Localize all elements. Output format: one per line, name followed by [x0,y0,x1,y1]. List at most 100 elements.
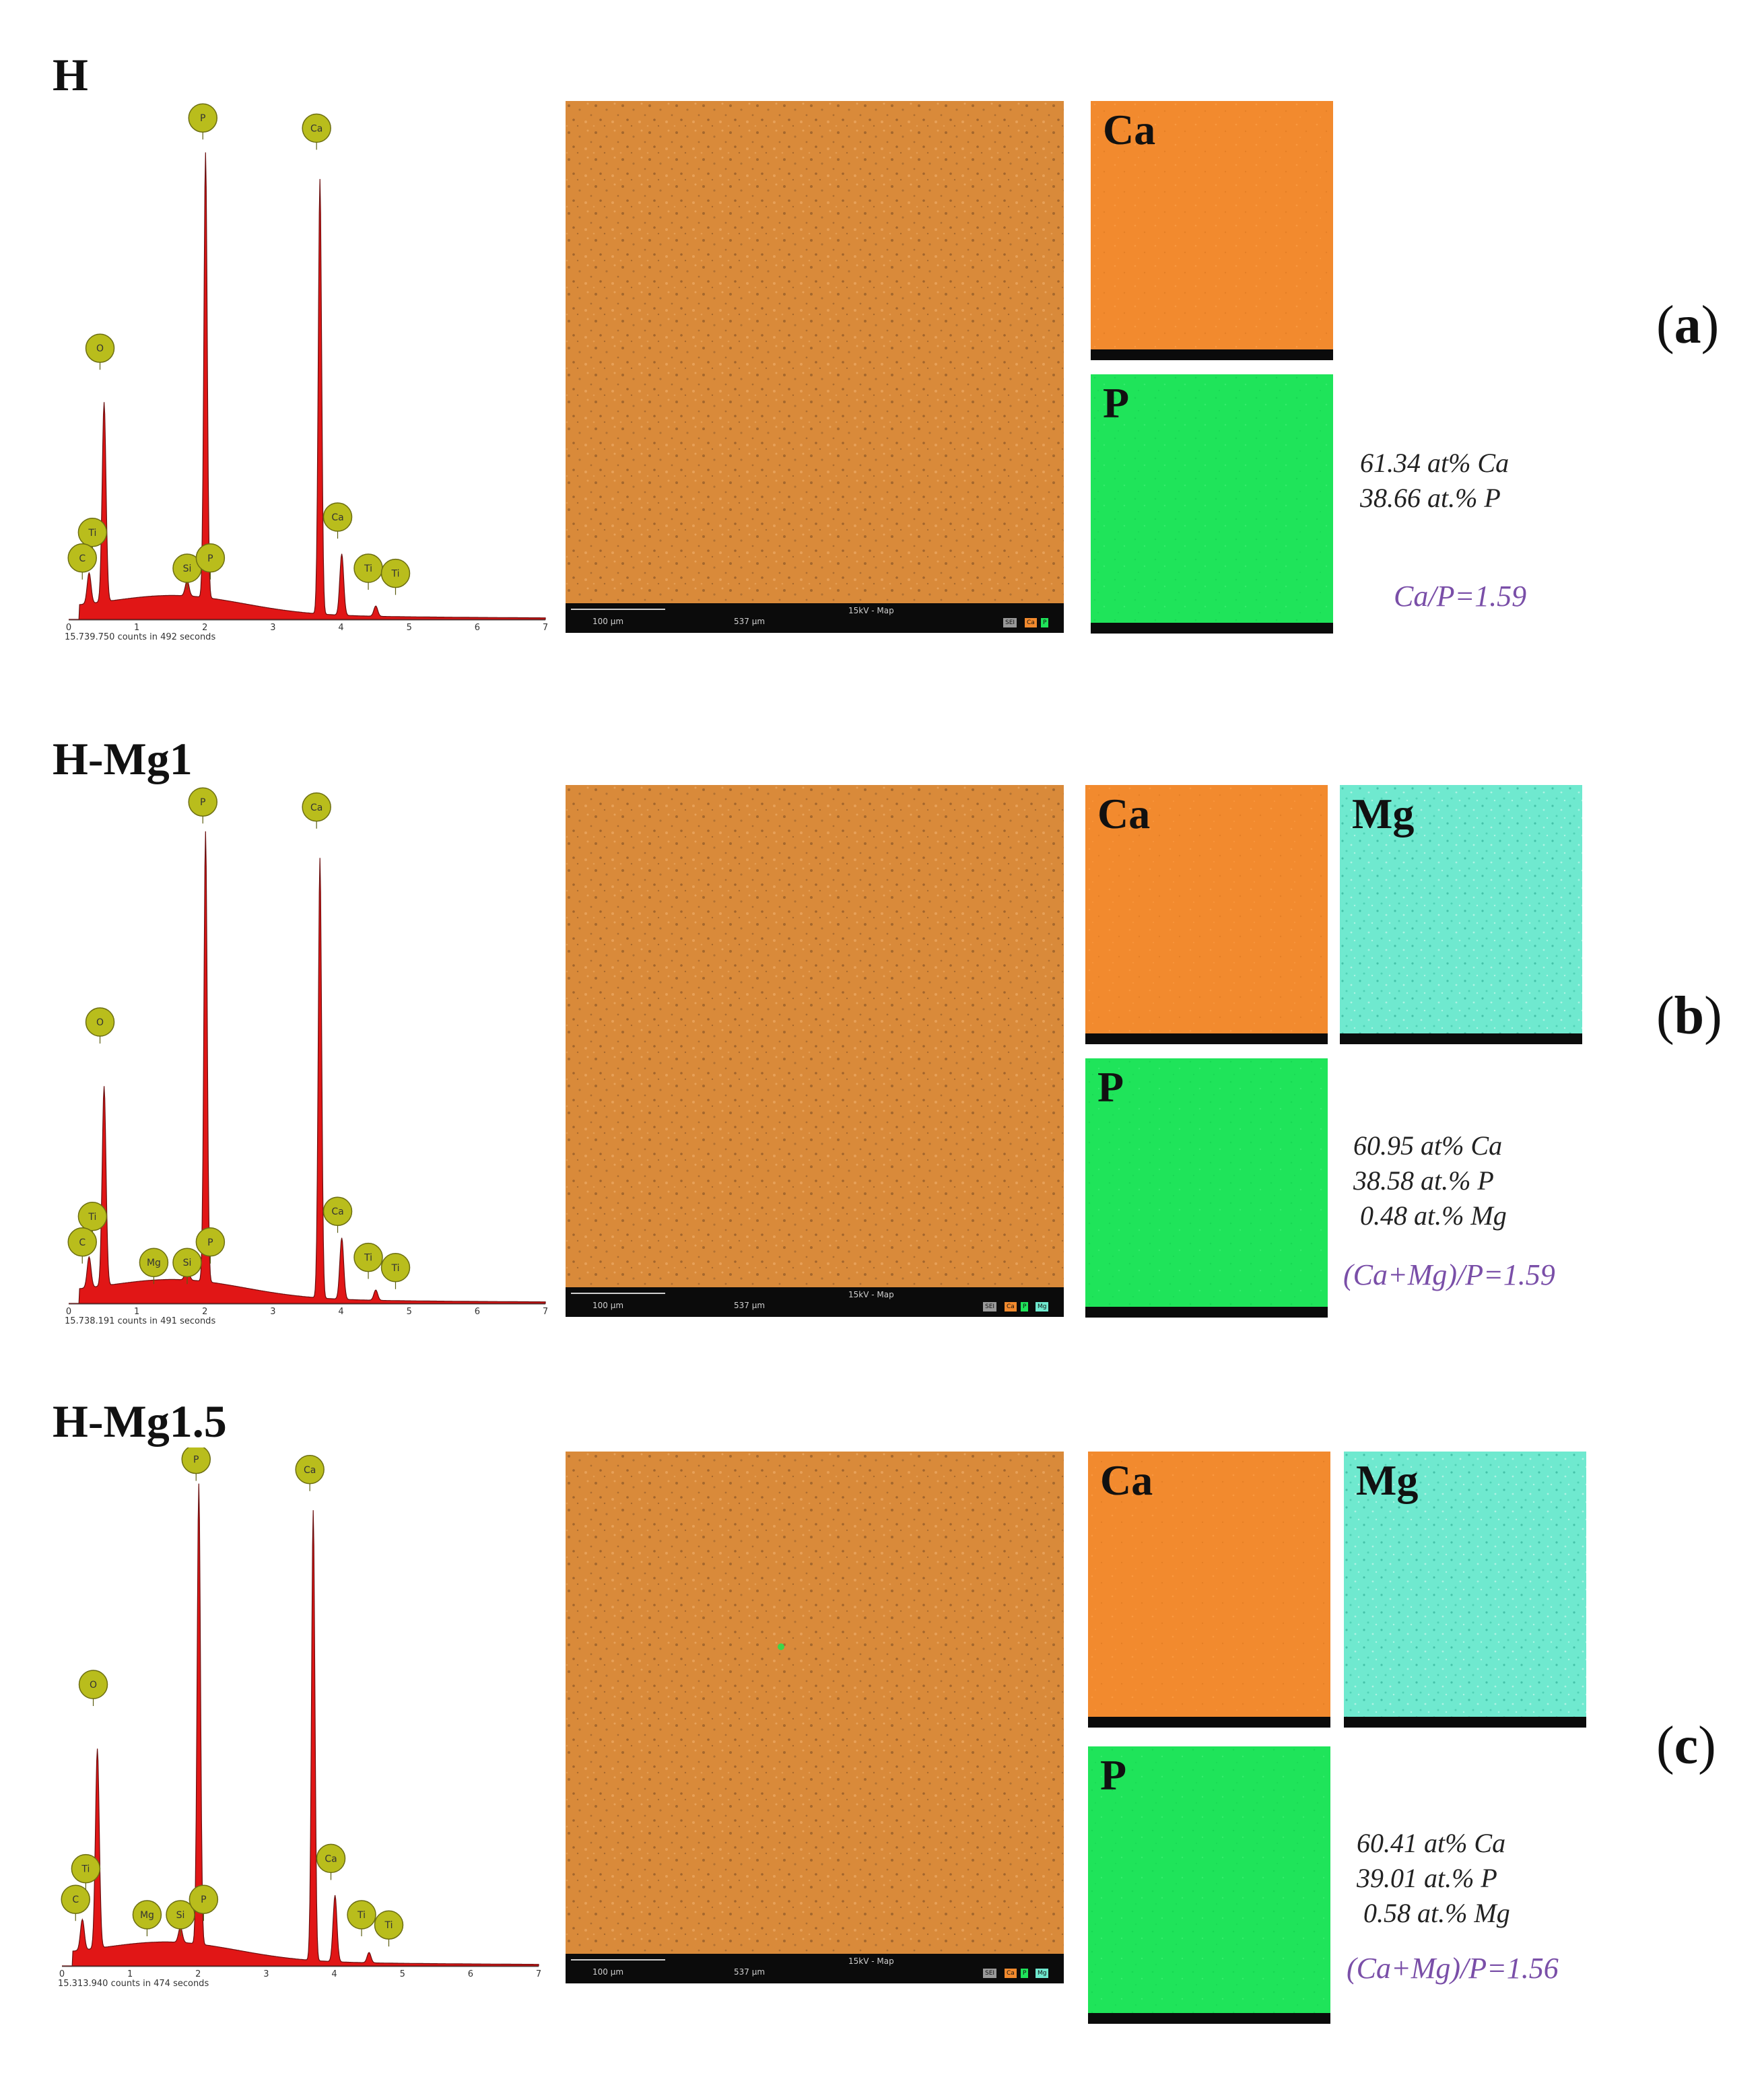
map-texture [1088,1452,1330,1728]
sem-info-bar: 100 µm 537 µm 15kV - Map SEI Ca P Mg [566,1287,1064,1317]
peak-marker [132,1900,162,1930]
peak-marker [380,1253,411,1283]
composition-text: 61.34 at% Ca 38.66 at.% P [1360,446,1509,516]
peak-marker [181,1447,211,1474]
x-tick-label: 1 [134,1307,139,1317]
x-tick-label: 1 [134,623,139,633]
x-tick-label: 7 [536,1969,541,1979]
map-label: P [1103,379,1130,427]
map-info-bar [1340,1033,1582,1044]
counts-caption: 15,313,940 counts in 474 seconds [58,1979,209,1986]
fov-label: 537 µm [734,1967,766,1977]
sem-image: 100 µm 537 µm 15kV - Map SEI Ca P Mg [566,1452,1064,1983]
peak-marker-label: O [96,343,104,354]
spectrum-area [62,1483,539,1967]
panel-c: H-Mg1.5 0 1 2 3 4 5 6 7 15,313,940 counts in 474… [0,1347,1764,2026]
sem-texture [566,101,1064,633]
scale-label: 100 µm [592,1967,624,1977]
map-label: Ca [1097,790,1151,838]
sem-image: 100 µm 537 µm 15kV - Map SEI Ca P [566,101,1064,633]
legend-chip: SEI [983,1302,997,1311]
x-tick-label: 3 [270,623,275,633]
peak-marker-label: Ti [81,1864,90,1875]
composition-line: 0.48 at.% Mg [1353,1200,1507,1231]
element-map-p: P [1085,1058,1328,1318]
peak-marker-label: Ti [391,569,399,580]
peak-marker-label: Ti [364,1253,372,1264]
composition-line: 0.58 at.% Mg [1357,1898,1510,1928]
legend-chip: P [1041,618,1049,627]
peak-marker-label: P [201,1895,206,1905]
legend-chip: Mg [1036,1969,1049,1978]
peak-marker [77,518,108,547]
peak-marker-label: Si [183,1258,192,1268]
composition-text: 60.95 at% Ca 38.58 at.% P 0.48 at.% Mg [1353,1128,1507,1233]
composition-line: 38.58 at.% P [1353,1165,1494,1196]
composition-text: 60.41 at% Ca 39.01 at.% P 0.58 at.% Mg [1357,1826,1510,1931]
sem-image: 100 µm 537 µm 15kV - Map SEI Ca P Mg [566,785,1064,1317]
peak-marker-label: Si [183,564,192,574]
peak-marker-label: P [207,1237,213,1248]
map-label: P [1097,1063,1124,1111]
peak-marker [374,1910,404,1940]
panel-letter: (b) [1656,986,1722,1046]
counts-caption: 15,739,750 counts in 492 seconds [65,632,215,640]
peak-marker-label: Ti [357,1910,366,1921]
x-tick-label: 2 [202,623,207,633]
x-tick-label: 5 [407,623,412,633]
eds-spectrum: 0 1 2 3 4 5 6 7 15,313,940 counts in 474 seconds… [58,1447,541,1986]
legend-chip: P [1021,1302,1029,1311]
x-tick-label: 2 [195,1969,201,1979]
peak-marker [195,1227,226,1257]
ratio-text: (Ca+Mg)/P=1.59 [1343,1258,1555,1291]
x-tick-label: 3 [263,1969,269,1979]
peak-marker-label: Ti [391,1263,399,1274]
composition-line: 61.34 at% Ca [1360,448,1509,478]
legend-chip: Mg [1036,1302,1049,1311]
peak-marker [71,1853,101,1884]
legend-chip: P [1021,1969,1029,1978]
map-texture [1091,101,1333,360]
peak-marker [302,792,331,822]
map-texture [1340,785,1582,1044]
peak-marker [323,1196,353,1226]
panel-letter: (c) [1656,1716,1716,1775]
map-label: Ca [1100,1456,1153,1504]
ratio-text: Ca/P=1.59 [1394,580,1527,613]
spectrum-area [69,831,546,1304]
map-info-bar [1085,1033,1328,1044]
x-tick-label: 2 [202,1307,207,1317]
x-tick-label: 0 [59,1969,65,1979]
peak-marker [188,103,218,133]
scale-bar [571,1293,665,1294]
counts-caption: 15,738,191 counts in 491 seconds [65,1316,215,1324]
scale-label: 100 µm [592,1301,624,1310]
x-tick-label: 6 [468,1969,473,1979]
map-label: Ca [1103,106,1156,154]
peak-marker-label: Ti [364,564,372,574]
x-tick-label: 1 [127,1969,133,1979]
map-info-bar [1091,623,1333,634]
peak-marker-label: Mg [140,1910,154,1921]
peak-marker [316,1843,346,1874]
peak-marker [189,1884,219,1914]
peak-marker-label: O [90,1680,97,1691]
sem-texture [566,1452,1064,1983]
peak-marker-label: C [79,1237,86,1248]
peak-marker-label: Ca [310,803,323,813]
peak-marker [85,333,115,363]
x-tick-label: 0 [66,1307,71,1317]
x-tick-label: 5 [407,1307,412,1317]
x-tick-label: 6 [475,623,480,633]
panel-a: H 0 1 2 3 4 5 6 7 15,739,750 counts in 492 secon… [0,0,1764,680]
peak-marker [78,1670,108,1699]
element-map-mg: Mg [1344,1452,1586,1728]
element-map-p: P [1091,374,1333,634]
element-map-ca: Ca [1091,101,1333,360]
peak-marker [85,1007,115,1037]
mode-label: 15kV - Map [848,1290,894,1299]
peak-marker [67,543,97,573]
composition-line: 60.41 at% Ca [1357,1828,1506,1858]
map-label: P [1100,1751,1127,1799]
mode-label: 15kV - Map [848,1956,894,1966]
